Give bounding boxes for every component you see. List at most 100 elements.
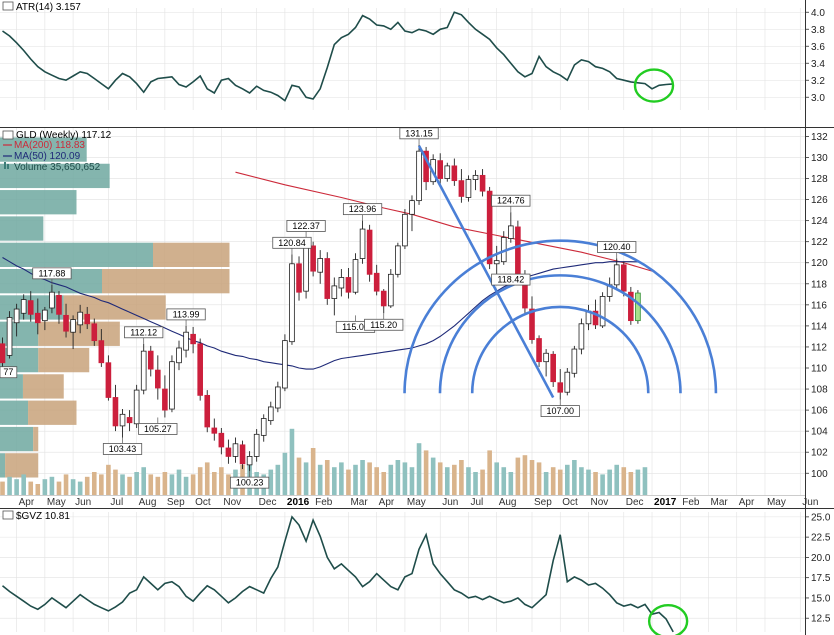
gvz-legend-swatch <box>2 510 14 520</box>
price-callout-label: 113.99 <box>173 309 200 319</box>
vbp-bar-up <box>0 163 110 189</box>
candle-body <box>451 165 458 182</box>
price-tick-label: 114 <box>811 321 827 332</box>
candle-body <box>211 427 218 434</box>
price-callout-label: 107.00 <box>546 406 574 416</box>
vbp-bar-up <box>0 242 153 267</box>
volume-bar <box>515 457 521 496</box>
atr-legend: ATR(14) 3.157 <box>2 1 81 13</box>
price-legend: GLD (Weekly) 117.12 MA(200) 118.83 MA(50… <box>2 130 112 173</box>
volume-bar <box>268 469 274 496</box>
month-tick-label: Jun <box>802 497 818 508</box>
volume-bar <box>296 457 302 496</box>
candle-body <box>402 213 408 247</box>
ma50-line <box>2 257 638 370</box>
vbp-bar-down <box>33 426 39 452</box>
candle-body <box>27 300 34 315</box>
volume-bar <box>120 474 125 496</box>
candle-body <box>557 382 564 393</box>
atr-y-axis: 3.0 3.2 3.4 3.6 3.8 4.0 <box>805 8 825 104</box>
price-annotations: 117.88 112.12 113.99 103.43 105.27 100.23 120.… <box>0 127 637 489</box>
volume-bar <box>635 469 641 496</box>
month-tick-label: Jul <box>470 497 483 508</box>
month-tick-label: Apr <box>19 497 35 508</box>
volume-bar <box>63 474 69 496</box>
month-tick-label: Aug <box>499 497 517 508</box>
volume-bar <box>275 464 281 496</box>
candle-body <box>444 165 451 179</box>
vbp-bar-down <box>102 269 230 294</box>
gvz-gridlines <box>0 512 805 632</box>
volume-bar <box>353 464 358 496</box>
candle-body <box>169 361 175 410</box>
volume-bar <box>155 476 161 496</box>
candle-body <box>133 389 140 425</box>
atr-gridlines <box>0 8 805 110</box>
candle-body <box>515 226 521 280</box>
price-tick-label: 132 <box>811 132 828 143</box>
volume-bar <box>141 467 146 496</box>
atr-tick-label: 3.6 <box>811 42 825 53</box>
volume-bar <box>444 467 450 496</box>
volume-bar <box>480 469 485 496</box>
atr-tick-label: 3.4 <box>811 59 825 70</box>
candle-body <box>380 290 387 307</box>
volume-bar <box>367 462 372 496</box>
price-callout-box <box>229 476 270 489</box>
month-tick-label: Sep <box>534 497 552 508</box>
candle-body <box>317 258 323 273</box>
volume-bar <box>127 476 132 496</box>
candle-body <box>126 417 133 424</box>
price-callout-box <box>286 220 326 232</box>
volume-bar <box>282 452 288 496</box>
volume-bar <box>91 472 97 496</box>
price-tick-label: 124 <box>811 216 828 227</box>
volume-bar <box>183 476 189 496</box>
candle-body <box>35 312 41 324</box>
candle-body <box>508 225 514 239</box>
candle-body <box>437 160 444 179</box>
atr-tick-label: 3.0 <box>811 93 825 104</box>
candle-body <box>176 347 182 364</box>
vbp-bar-up <box>0 374 23 399</box>
candle-body <box>472 174 479 180</box>
volume-bar <box>529 460 535 496</box>
price-callout-box <box>166 308 206 321</box>
candle-body <box>479 174 486 192</box>
candle-body <box>140 350 147 391</box>
candle-body <box>465 179 472 198</box>
volume-bar <box>70 479 76 496</box>
price-callout-label: 100.23 <box>236 478 264 488</box>
price-callout-box <box>32 267 72 280</box>
candle-body <box>620 264 627 292</box>
volume-bar <box>360 460 365 496</box>
candle-body <box>536 338 542 363</box>
gvz-tick-label: 12.5 <box>811 614 831 625</box>
x-axis-band <box>0 495 805 508</box>
price-tick-label: 126 <box>811 195 828 206</box>
vbp-bar-up <box>0 137 87 162</box>
candle-body <box>366 229 373 275</box>
volume-bar <box>324 460 330 496</box>
candle-body <box>56 294 62 315</box>
price-tick-label: 130 <box>811 153 828 164</box>
volume-bar <box>204 462 210 496</box>
volume-bar <box>332 467 337 496</box>
price-tick-label: 100 <box>811 469 828 480</box>
price-callout-box <box>364 318 404 331</box>
volume-bar <box>49 476 55 496</box>
candle-body <box>423 150 429 183</box>
vbp-bar-down <box>28 400 77 425</box>
month-tick-label: Sep <box>167 497 185 508</box>
candle-body <box>147 350 154 370</box>
volume-bar <box>557 469 563 496</box>
price-legend-swatch <box>2 130 14 140</box>
candle-body <box>571 348 578 374</box>
gvz-tick-label: 25.0 <box>811 512 831 523</box>
vbp-bar-up <box>0 216 44 241</box>
price-callout-label: 115.00 <box>342 322 369 332</box>
candle-body <box>77 311 83 326</box>
candle-body <box>183 331 189 351</box>
price-tick-label: 120 <box>811 258 828 269</box>
candle-body <box>373 272 380 292</box>
